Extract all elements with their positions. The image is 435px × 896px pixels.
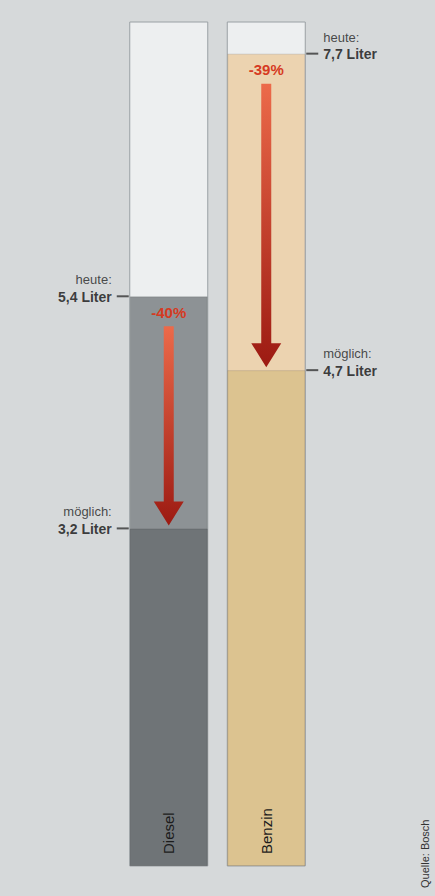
svg-text:heute:: heute: (323, 30, 359, 45)
svg-text:möglich:: möglich: (323, 346, 371, 361)
svg-text:heute:: heute: (76, 272, 112, 287)
svg-text:Benzin: Benzin (258, 808, 275, 854)
svg-text:möglich:: möglich: (63, 504, 111, 519)
svg-text:4,7 Liter: 4,7 Liter (323, 363, 377, 379)
svg-text:3,2 Liter: 3,2 Liter (58, 521, 112, 537)
svg-text:Diesel: Diesel (160, 812, 177, 854)
svg-text:Quelle: Bosch: Quelle: Bosch (419, 820, 431, 888)
svg-text:5,4 Liter: 5,4 Liter (58, 289, 112, 305)
svg-text:7,7 Liter: 7,7 Liter (323, 46, 377, 62)
svg-text:-40%: -40% (151, 304, 186, 321)
svg-text:-39%: -39% (249, 61, 284, 78)
